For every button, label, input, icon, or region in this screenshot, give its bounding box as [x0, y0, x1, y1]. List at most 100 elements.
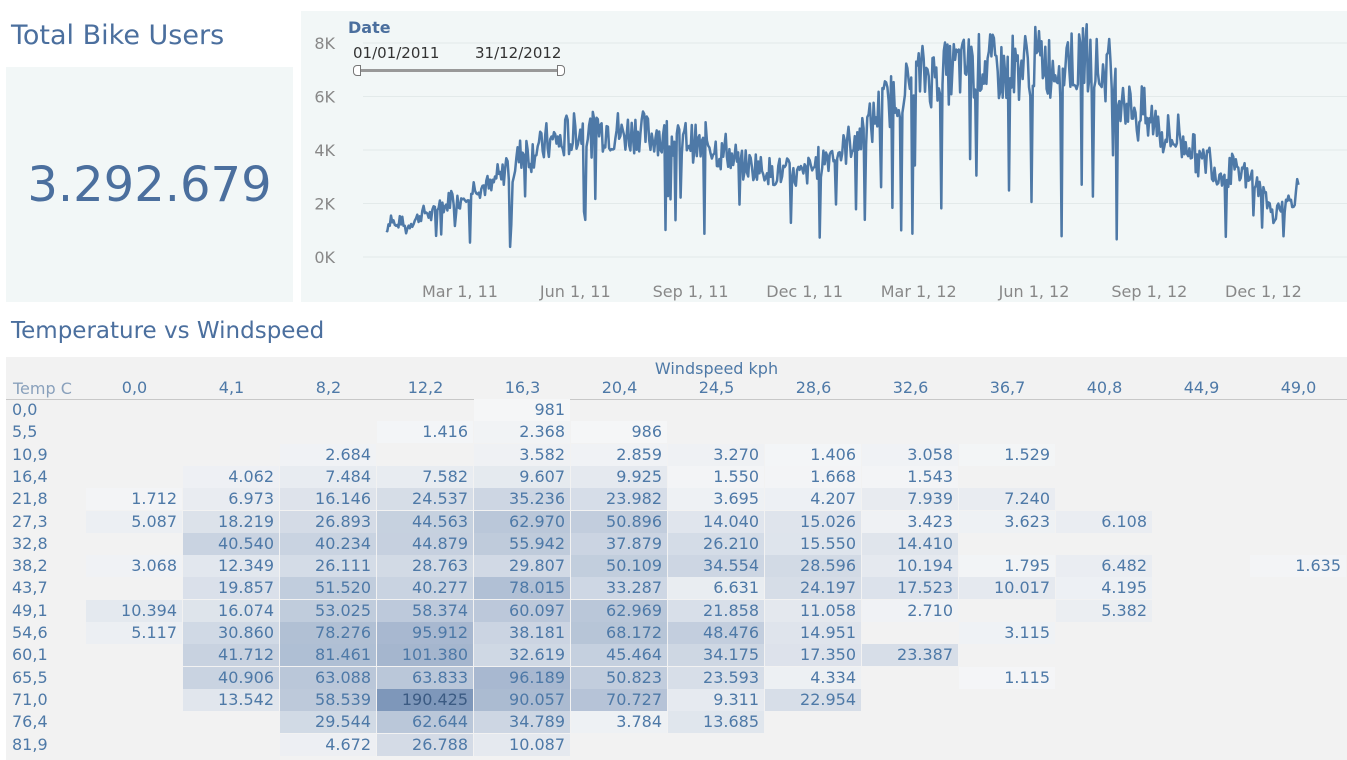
heatmap-cell[interactable]: 22.954	[765, 688, 861, 711]
heatmap-cell[interactable]	[1056, 667, 1152, 689]
heatmap-cell[interactable]: 2.684	[280, 443, 376, 466]
heatmap-cell[interactable]: 13.685	[668, 711, 764, 734]
heatmap-cell[interactable]: 2.368	[474, 421, 570, 444]
heatmap-cell[interactable]: 5.382	[1056, 599, 1152, 622]
heatmap-cell[interactable]: 1.550	[668, 465, 764, 488]
heatmap-cell[interactable]: 10.194	[862, 555, 958, 578]
heatmap-cell[interactable]	[1056, 488, 1152, 510]
heatmap-cell[interactable]	[183, 421, 279, 443]
heatmap-cell[interactable]	[1153, 399, 1249, 421]
heatmap-cell[interactable]: 40.540	[183, 532, 279, 555]
heatmap-cell[interactable]: 3.582	[474, 443, 570, 466]
heatmap-cell[interactable]	[1153, 466, 1249, 488]
heatmap-cell[interactable]: 26.111	[280, 555, 376, 578]
heatmap-cell[interactable]: 37.879	[571, 532, 667, 555]
heatmap-cell[interactable]	[1250, 444, 1346, 466]
heatmap-cell[interactable]: 26.788	[377, 733, 473, 756]
heatmap-cell[interactable]	[862, 667, 958, 689]
heatmap-cell[interactable]: 28.596	[765, 555, 861, 578]
heatmap-cell[interactable]	[862, 622, 958, 644]
heatmap-cell[interactable]: 981	[474, 399, 570, 421]
heatmap-cell[interactable]	[1250, 622, 1346, 644]
heatmap-cell[interactable]: 62.970	[474, 510, 570, 533]
heatmap-cell[interactable]	[862, 399, 958, 421]
heatmap-cell[interactable]	[1153, 600, 1249, 622]
heatmap-cell[interactable]	[86, 466, 182, 488]
heatmap-cell[interactable]	[86, 689, 182, 711]
heatmap-cell[interactable]: 1.543	[862, 465, 958, 488]
heatmap-cell[interactable]: 4.334	[765, 666, 861, 689]
heatmap-cell[interactable]	[1250, 667, 1346, 689]
heatmap-cell[interactable]	[1250, 600, 1346, 622]
heatmap-cell[interactable]	[1056, 734, 1152, 756]
heatmap-cell[interactable]: 2.710	[862, 599, 958, 622]
heatmap-cell[interactable]: 34.789	[474, 711, 570, 734]
heatmap-cell[interactable]: 1.115	[959, 666, 1055, 689]
heatmap-cell[interactable]	[183, 734, 279, 756]
date-filter-end[interactable]: 31/12/2012	[475, 44, 562, 62]
heatmap-cell[interactable]	[1250, 644, 1346, 666]
heatmap-cell[interactable]: 10.394	[86, 599, 182, 622]
heatmap-cell[interactable]	[86, 533, 182, 555]
date-filter-start[interactable]: 01/01/2011	[353, 44, 440, 62]
heatmap-cell[interactable]: 13.542	[183, 688, 279, 711]
heatmap-cell[interactable]: 70.727	[571, 688, 667, 711]
heatmap-cell[interactable]: 7.939	[862, 488, 958, 511]
heatmap-cell[interactable]: 32.619	[474, 644, 570, 667]
heatmap-cell[interactable]: 44.879	[377, 532, 473, 555]
heatmap-cell[interactable]: 62.969	[571, 599, 667, 622]
heatmap-cell[interactable]	[86, 734, 182, 756]
heatmap-cell[interactable]: 3.784	[571, 711, 667, 734]
heatmap-cell[interactable]: 7.484	[280, 465, 376, 488]
heatmap-cell[interactable]: 62.644	[377, 711, 473, 734]
heatmap-cell[interactable]: 26.210	[668, 532, 764, 555]
daily-users-series-line[interactable]	[385, 23, 1300, 249]
heatmap-cell[interactable]	[1153, 711, 1249, 733]
heatmap-cell[interactable]: 58.539	[280, 688, 376, 711]
heatmap-cell[interactable]: 50.896	[571, 510, 667, 533]
heatmap-cell[interactable]	[86, 711, 182, 733]
heatmap-cell[interactable]	[86, 644, 182, 666]
heatmap-cell[interactable]: 15.026	[765, 510, 861, 533]
heatmap-cell[interactable]: 55.942	[474, 532, 570, 555]
heatmap-cell[interactable]	[765, 734, 861, 756]
heatmap-cell[interactable]: 26.893	[280, 510, 376, 533]
heatmap-cell[interactable]	[571, 734, 667, 756]
heatmap-cell[interactable]: 95.912	[377, 622, 473, 644]
heatmap-cell[interactable]	[1153, 533, 1249, 555]
heatmap-cell[interactable]: 40.234	[280, 532, 376, 555]
heatmap-cell[interactable]	[86, 444, 182, 466]
heatmap-cell[interactable]: 1.795	[959, 555, 1055, 578]
heatmap-cell[interactable]: 3.068	[86, 555, 182, 578]
heatmap-cell[interactable]: 23.387	[862, 644, 958, 667]
heatmap-cell[interactable]	[1056, 421, 1152, 443]
heatmap-cell[interactable]	[1153, 511, 1249, 533]
heatmap-cell[interactable]	[1250, 689, 1346, 711]
heatmap-cell[interactable]: 81.461	[280, 644, 376, 667]
date-range-slider[interactable]	[358, 69, 561, 72]
heatmap-cell[interactable]: 7.582	[377, 465, 473, 488]
heatmap-cell[interactable]: 6.108	[1056, 510, 1152, 533]
heatmap-cell[interactable]	[1250, 421, 1346, 443]
heatmap-cell[interactable]	[1153, 622, 1249, 644]
heatmap-cell[interactable]: 40.906	[183, 666, 279, 689]
heatmap-cell[interactable]	[959, 734, 1055, 756]
heatmap-cell[interactable]	[1250, 399, 1346, 421]
heatmap-cell[interactable]	[183, 711, 279, 733]
date-slider-end-handle[interactable]	[557, 65, 565, 76]
heatmap-cell[interactable]: 14.410	[862, 532, 958, 555]
heatmap-cell[interactable]	[1056, 622, 1152, 644]
heatmap-cell[interactable]: 1.416	[377, 421, 473, 444]
heatmap-cell[interactable]	[86, 399, 182, 421]
heatmap-cell[interactable]: 15.550	[765, 532, 861, 555]
heatmap-cell[interactable]	[377, 399, 473, 421]
heatmap-cell[interactable]	[183, 444, 279, 466]
heatmap-cell[interactable]: 17.523	[862, 577, 958, 600]
heatmap-cell[interactable]: 4.207	[765, 488, 861, 511]
heatmap-cell[interactable]: 96.189	[474, 666, 570, 689]
heatmap-cell[interactable]: 41.712	[183, 644, 279, 667]
heatmap-cell[interactable]: 16.074	[183, 599, 279, 622]
heatmap-cell[interactable]: 3.695	[668, 488, 764, 511]
heatmap-cell[interactable]: 78.015	[474, 577, 570, 600]
heatmap-cell[interactable]	[1056, 644, 1152, 666]
